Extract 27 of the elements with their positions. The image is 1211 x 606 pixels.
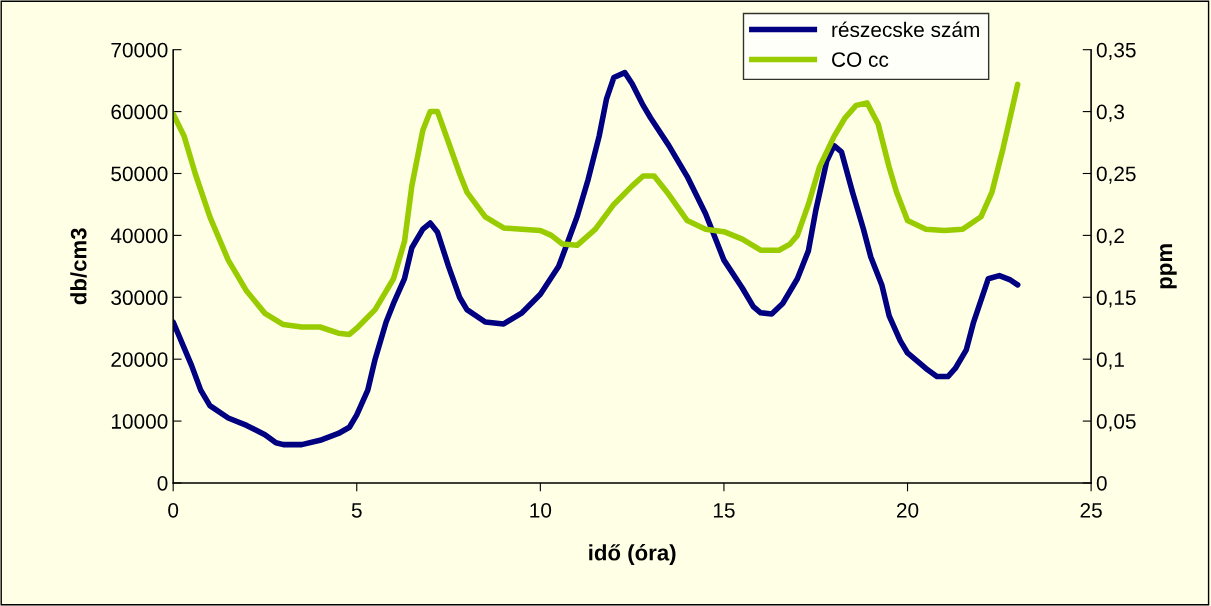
legend-label: CO cc [832,52,889,67]
x-axis-title: idő (óra) [589,544,676,565]
x-tick-label: 25 [1080,502,1102,518]
x-tick-label: 0 [168,502,179,518]
y2-axis-title: ppm [1160,244,1177,289]
y-tick-label: 60000 [111,104,168,120]
y2-tick-label: 0,1 [1096,352,1124,370]
legend-label: részecske szám [832,21,979,38]
y-tick-label: 70000 [111,42,168,58]
y-tick-label: 50000 [111,166,168,182]
y2-tick-label: 0 [1096,475,1107,491]
y2-tick-label: 0,15 [1096,290,1136,308]
y2-tick-label: 0,35 [1096,42,1136,60]
y-tick-label: 10000 [111,414,168,429]
y2-tick-label: 0,25 [1096,166,1136,184]
y-tick-label: 20000 [111,352,168,367]
y-tick-label: 30000 [111,290,168,306]
y-tick-label: 40000 [110,228,168,244]
x-tick-label: 5 [351,503,362,518]
y-tick-label: 0 [157,475,168,491]
y-axis-title: db/cm3 [70,228,87,305]
x-tick-label: 20 [896,502,919,518]
y2-tick-label: 0,3 [1096,104,1125,122]
y2-tick-label: 0,05 [1096,414,1136,432]
x-tick-label: 15 [713,503,735,518]
y2-tick-label: 0,2 [1096,228,1124,246]
x-tick-label: 10 [530,502,552,518]
